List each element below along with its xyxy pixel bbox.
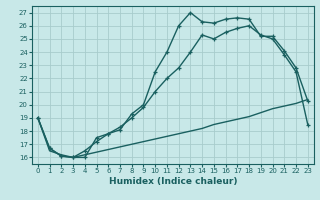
X-axis label: Humidex (Indice chaleur): Humidex (Indice chaleur)	[108, 177, 237, 186]
